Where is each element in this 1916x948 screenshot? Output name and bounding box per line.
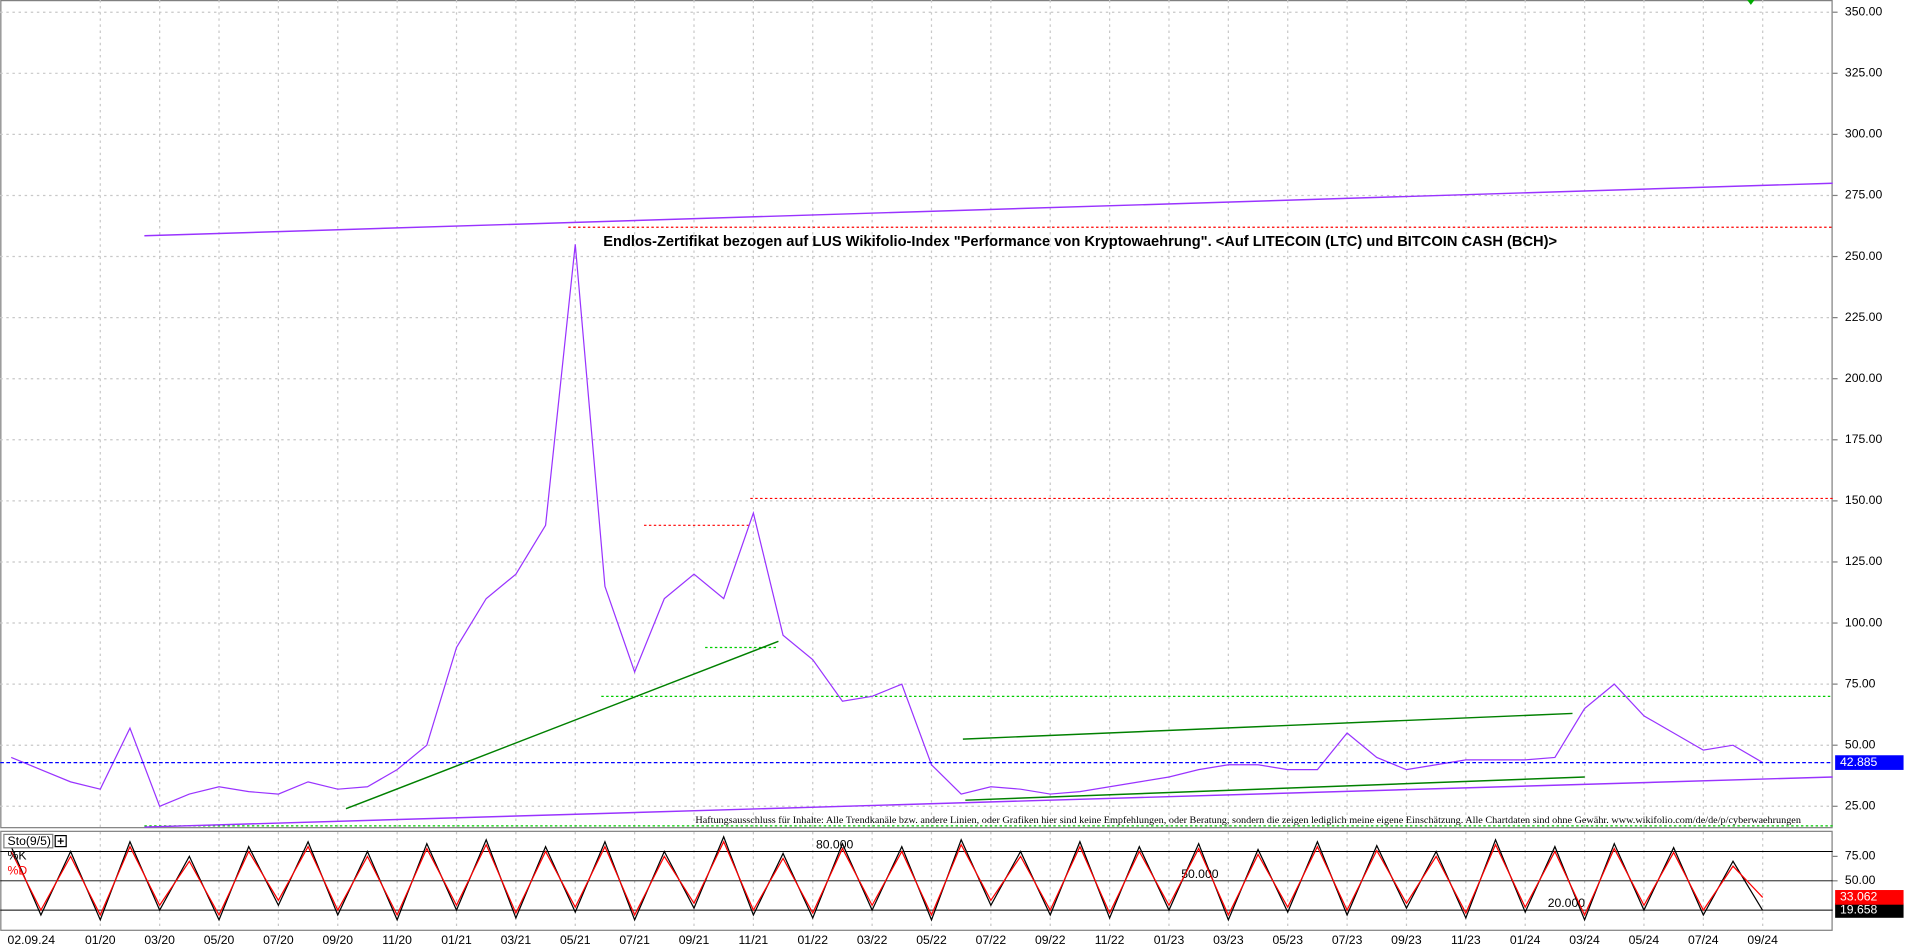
- indicator-box: [3, 833, 54, 849]
- x-tick-label: 07/22: [976, 933, 1007, 947]
- trendline: [345, 640, 779, 810]
- x-tick-label: 09/21: [679, 933, 710, 947]
- y-tick-label: 300.00: [1845, 127, 1883, 141]
- trendline: [144, 182, 1833, 237]
- x-tick-label: 01/20: [85, 933, 116, 947]
- y-tick-label: 350.00: [1845, 4, 1883, 18]
- x-tick-label: 09/23: [1391, 933, 1422, 947]
- x-tick-label: 03/20: [144, 933, 175, 947]
- oscillator-line: [10, 840, 1764, 917]
- x-tick-label: 03/22: [857, 933, 888, 947]
- y-tick-label: 150.00: [1845, 493, 1883, 507]
- trendline: [962, 712, 1573, 740]
- x-tick-label: 07/21: [619, 933, 650, 947]
- x-tick-label: 07/24: [1688, 933, 1719, 947]
- y-tick-label: 125.00: [1845, 554, 1883, 568]
- x-tick-label: 07/23: [1332, 933, 1363, 947]
- y-tick-label: 100.00: [1845, 615, 1883, 629]
- x-tick-label: 01/21: [441, 933, 472, 947]
- disclaimer: Haftungsausschluss für Inhalte: Alle Tre…: [695, 815, 1801, 826]
- x-tick-label: 01/24: [1510, 933, 1541, 947]
- x-tick-label: 07/20: [263, 933, 294, 947]
- marker: [1747, 0, 1755, 5]
- x-tick-label: 09/24: [1747, 933, 1778, 947]
- x-tick-label: 05/22: [916, 933, 947, 947]
- price-line: [10, 244, 1764, 808]
- trendline: [144, 776, 1833, 828]
- x-tick-label: 01/22: [797, 933, 828, 947]
- y-tick-label: 225.00: [1845, 310, 1883, 324]
- x-tick-label: 11/20: [382, 933, 412, 947]
- x-tick-label: 05/20: [204, 933, 235, 947]
- x-tick-label: 09/20: [322, 933, 353, 947]
- x-tick-label: 01/23: [1154, 933, 1185, 947]
- expand-icon: [57, 838, 64, 845]
- price-frame: [0, 0, 1833, 829]
- x-tick-label: 11/22: [1095, 933, 1125, 947]
- indicator-title: Sto(9/5): [8, 834, 51, 848]
- last-value-box: [1835, 755, 1904, 770]
- last-value-label: 42.885: [1840, 755, 1878, 769]
- y-tick-label: 50.00: [1845, 873, 1876, 887]
- y-tick-label: 200.00: [1845, 371, 1883, 385]
- last-value-box: [1835, 890, 1904, 905]
- x-tick-label: 05/21: [560, 933, 591, 947]
- y-tick-label: 50.00: [1845, 737, 1876, 751]
- y-tick-label: 325.00: [1845, 66, 1883, 80]
- legend-entry: %D: [8, 863, 28, 877]
- x-tick-label: 03/23: [1213, 933, 1244, 947]
- y-tick-label: 25.00: [1845, 799, 1876, 813]
- last-value-label: 33.062: [1840, 890, 1878, 904]
- last-value-label: 19.658: [1840, 903, 1878, 917]
- level-label: 80.000: [816, 838, 854, 852]
- y-tick-label: 250.00: [1845, 249, 1883, 263]
- x-tick-label: 09/22: [1035, 933, 1066, 947]
- x-tick-label: 11/23: [1451, 933, 1481, 947]
- y-tick-label: 75.00: [1845, 849, 1876, 863]
- x-tick-label: 11/21: [739, 933, 769, 947]
- y-tick-label: 275.00: [1845, 188, 1883, 202]
- legend-entry: %K: [8, 849, 27, 863]
- x-tick-label: 05/24: [1629, 933, 1660, 947]
- x-tick-label: 03/21: [501, 933, 532, 947]
- x-tick-label: 03/24: [1569, 933, 1600, 947]
- chart-title: Endlos-Zertifikat bezogen auf LUS Wikifo…: [603, 234, 1557, 250]
- last-value-box: [1835, 903, 1904, 918]
- y-tick-label: 175.00: [1845, 432, 1883, 446]
- y-tick-label: 75.00: [1845, 676, 1876, 690]
- x-tick-label: 05/23: [1272, 933, 1303, 947]
- trendline: [965, 776, 1585, 801]
- date-label: 02.09.24: [8, 933, 56, 947]
